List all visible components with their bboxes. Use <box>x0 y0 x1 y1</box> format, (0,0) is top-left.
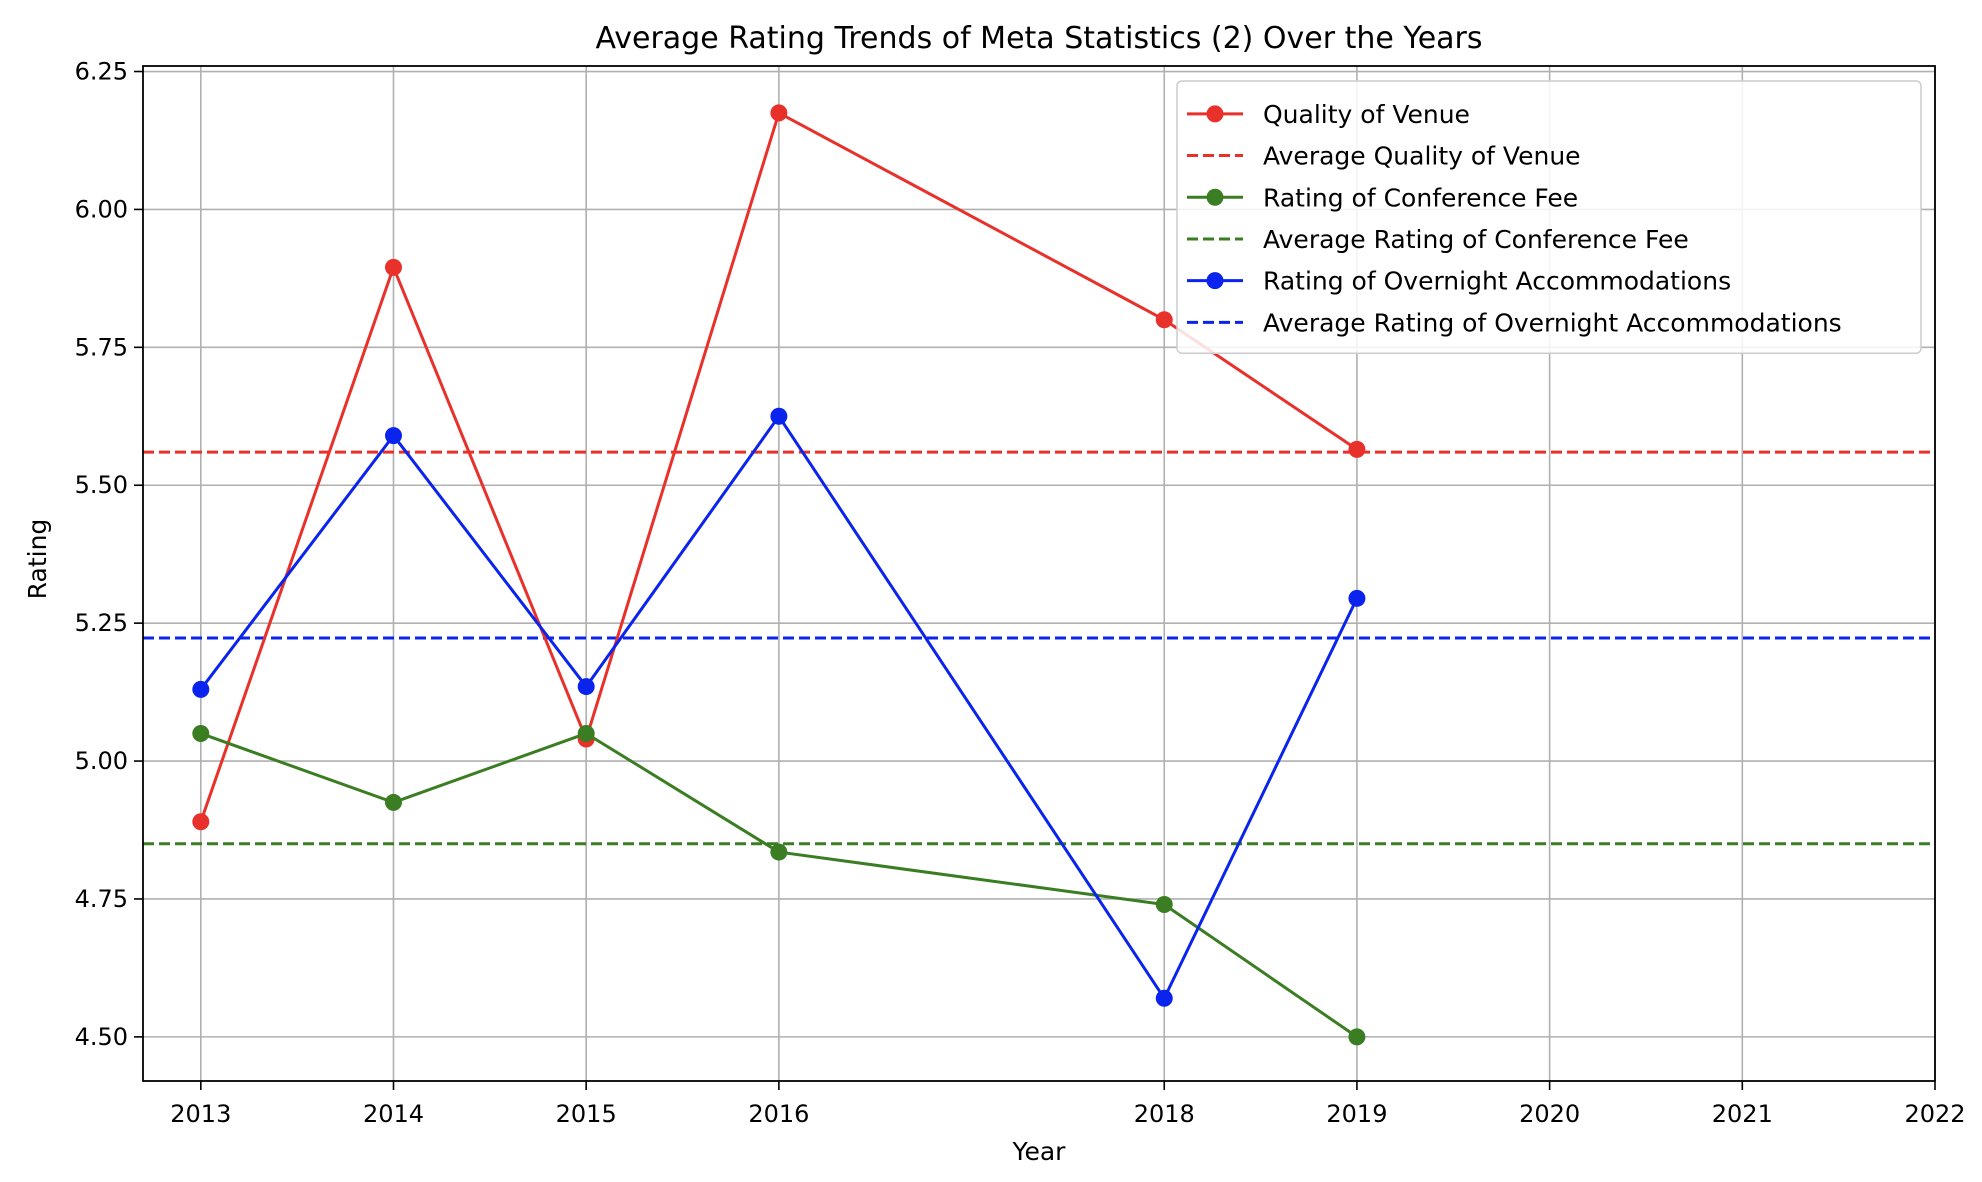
y-tick-label: 5.75 <box>75 333 128 361</box>
legend-entry: Average Rating of Conference Fee <box>1187 225 1689 254</box>
legend-label: Quality of Venue <box>1263 100 1470 129</box>
x-tick-label: 2015 <box>556 1100 617 1128</box>
legend-entry: Quality of Venue <box>1187 100 1470 129</box>
x-tick-label: 2021 <box>1712 1100 1773 1128</box>
legend-label: Average Rating of Conference Fee <box>1263 225 1689 254</box>
data-point <box>192 680 210 698</box>
plot-frame <box>142 65 1936 1082</box>
data-point <box>1155 311 1173 329</box>
legend-swatch-marker <box>1206 188 1224 206</box>
y-tick-label: 4.75 <box>75 885 128 913</box>
data-point <box>770 843 788 861</box>
data-point <box>770 104 788 122</box>
x-tick-label: 2016 <box>748 1100 809 1128</box>
y-tick-label: 6.25 <box>75 58 128 86</box>
plot-area <box>142 65 1936 1082</box>
x-tick-label: 2020 <box>1519 1100 1580 1128</box>
y-tick-label: 5.00 <box>75 747 128 775</box>
y-tick-label: 6.00 <box>75 195 128 223</box>
data-point <box>1348 589 1366 607</box>
data-point <box>384 258 402 276</box>
legend: Quality of Venue Average Quality of Venue… <box>1176 80 1922 354</box>
y-axis-label: Rating <box>23 519 52 600</box>
y-tick-label: 5.50 <box>75 471 128 499</box>
legend-entry: Rating of Overnight Accommodations <box>1187 267 1731 296</box>
data-point <box>1155 895 1173 913</box>
legend-label: Rating of Conference Fee <box>1263 183 1578 212</box>
series-group <box>192 724 1366 1046</box>
axes: 2013 2014 2015 2016 2018 2019 2020 2021 2022 4.50… <box>75 58 1966 1128</box>
legend-label: Average Rating of Overnight Accommodatio… <box>1263 308 1842 337</box>
y-tick-label: 5.25 <box>75 609 128 637</box>
legend-label: Rating of Overnight Accommodations <box>1263 267 1731 296</box>
x-tick-label: 2014 <box>363 1100 424 1128</box>
data-point <box>192 813 210 831</box>
data-point <box>384 427 402 445</box>
legend-box <box>1176 80 1922 354</box>
y-tick-label: 4.50 <box>75 1023 128 1051</box>
data-point <box>577 678 595 696</box>
x-tick-label: 2022 <box>1904 1100 1965 1128</box>
legend-swatch-marker <box>1206 272 1224 290</box>
data-point <box>192 724 210 742</box>
data-point <box>1348 440 1366 458</box>
legend-entry: Average Quality of Venue <box>1187 142 1581 171</box>
legend-entry: Average Rating of Overnight Accommodatio… <box>1187 308 1842 337</box>
x-tick-label: 2019 <box>1326 1100 1387 1128</box>
chart-title: Average Rating Trends of Meta Statistics… <box>595 21 1482 56</box>
series-line <box>200 731 1358 1039</box>
data-point <box>577 724 595 742</box>
series-group <box>192 407 1366 1007</box>
legend-label: Average Quality of Venue <box>1263 142 1581 171</box>
data-point <box>1155 989 1173 1007</box>
data-point <box>384 793 402 811</box>
data-point <box>770 407 788 425</box>
legend-swatch-marker <box>1206 105 1224 123</box>
x-tick-label: 2018 <box>1134 1100 1195 1128</box>
x-tick-label: 2013 <box>170 1100 231 1128</box>
legend-entry: Rating of Conference Fee <box>1187 183 1578 212</box>
x-axis-label: Year <box>1012 1137 1067 1166</box>
data-point <box>1348 1028 1366 1046</box>
series-line <box>199 414 1359 1000</box>
reference-lines <box>143 450 1935 846</box>
